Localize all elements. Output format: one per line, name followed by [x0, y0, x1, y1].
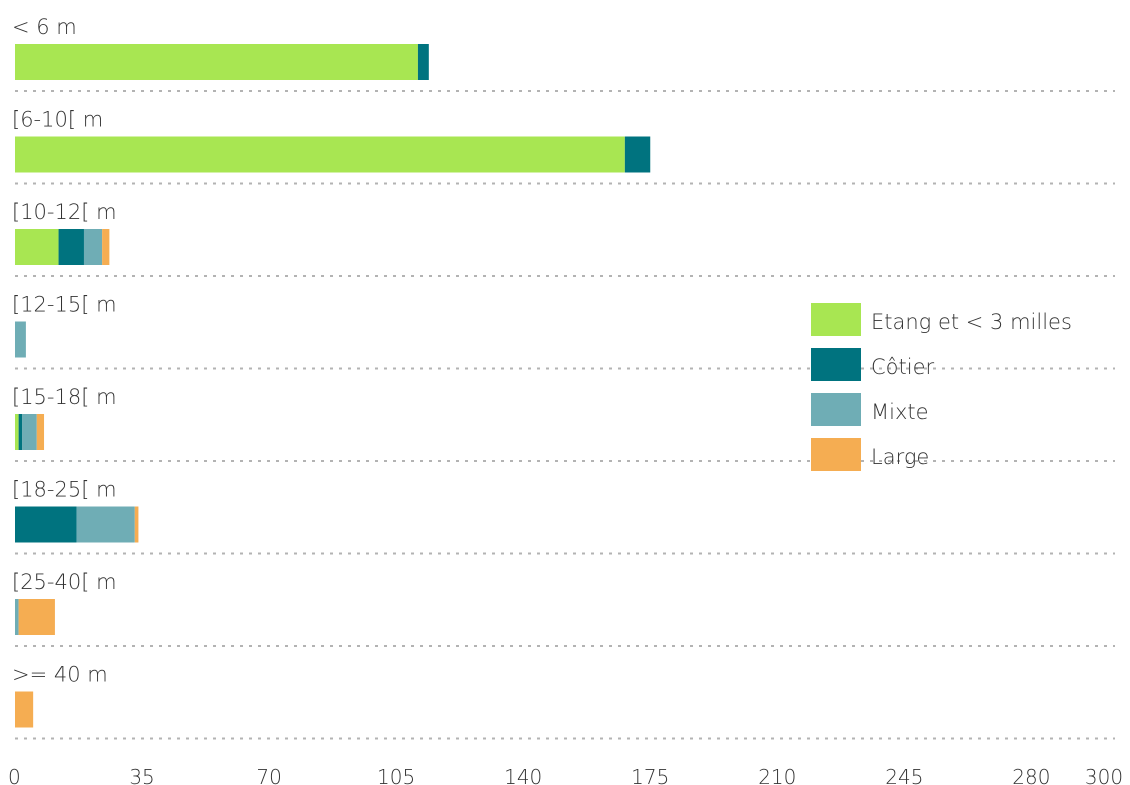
- bar-segment: [18, 599, 55, 635]
- category-label: [10-12[ m: [12, 200, 117, 224]
- category-label: >= 40 m: [12, 663, 108, 687]
- x-tick-label: 175: [631, 765, 669, 785]
- category-labels: < 6 m [6-10[ m [10-12[ m [12-15[ m [15-18[ m…: [12, 15, 117, 687]
- bar-segment: [18, 414, 23, 450]
- x-tick-label: 300: [1085, 765, 1123, 785]
- legend: Etang et < 3 milles Côtier Mixte Large: [811, 303, 1072, 471]
- bar-segment: [15, 229, 59, 265]
- x-tick-label: 210: [758, 765, 796, 785]
- category-label: < 6 m: [12, 15, 77, 39]
- x-tick-label: 280: [1012, 765, 1050, 785]
- x-tick-label: 0: [8, 765, 21, 785]
- bar-segment: [15, 691, 34, 728]
- x-tick-label: 245: [885, 765, 923, 785]
- category-label: [18-25[ m: [12, 478, 117, 502]
- bar-segment: [76, 506, 135, 543]
- bar-segment: [15, 506, 77, 543]
- legend-label: Large: [871, 445, 929, 469]
- legend-label: Etang et < 3 milles: [871, 310, 1072, 334]
- bar-segment: [22, 414, 37, 450]
- x-tick-label: 70: [256, 765, 281, 785]
- x-axis-ticks: 0 35 70 105 140 175 210 245 280 300: [8, 765, 1123, 785]
- bar-segment: [15, 321, 26, 358]
- bar-segment: [134, 506, 139, 543]
- bar-segment: [83, 229, 103, 265]
- legend-label: Mixte: [871, 400, 929, 424]
- legend-label: Côtier: [871, 355, 934, 379]
- legend-swatch: [811, 393, 861, 426]
- bar-segment: [417, 44, 429, 80]
- category-label: [6-10[ m: [12, 108, 103, 132]
- category-label: [12-15[ m: [12, 293, 117, 317]
- bar-segment: [15, 136, 625, 173]
- bar-segment: [36, 414, 45, 450]
- x-tick-label: 105: [377, 765, 415, 785]
- bar-segment: [624, 136, 651, 173]
- bar-segment: [15, 414, 19, 450]
- bar-segment: [15, 599, 19, 635]
- legend-swatch: [811, 303, 861, 336]
- bar-segment: [58, 229, 84, 265]
- bar-segment: [102, 229, 110, 265]
- x-tick-label: 140: [504, 765, 542, 785]
- legend-swatch: [811, 438, 861, 471]
- bar-segment: [15, 44, 418, 80]
- category-label: [15-18[ m: [12, 385, 117, 409]
- x-tick-label: 35: [129, 765, 154, 785]
- legend-swatch: [811, 348, 861, 381]
- category-separators: [15, 90, 1115, 740]
- bar-segments: [15, 44, 651, 728]
- category-label: [25-40[ m: [12, 570, 117, 594]
